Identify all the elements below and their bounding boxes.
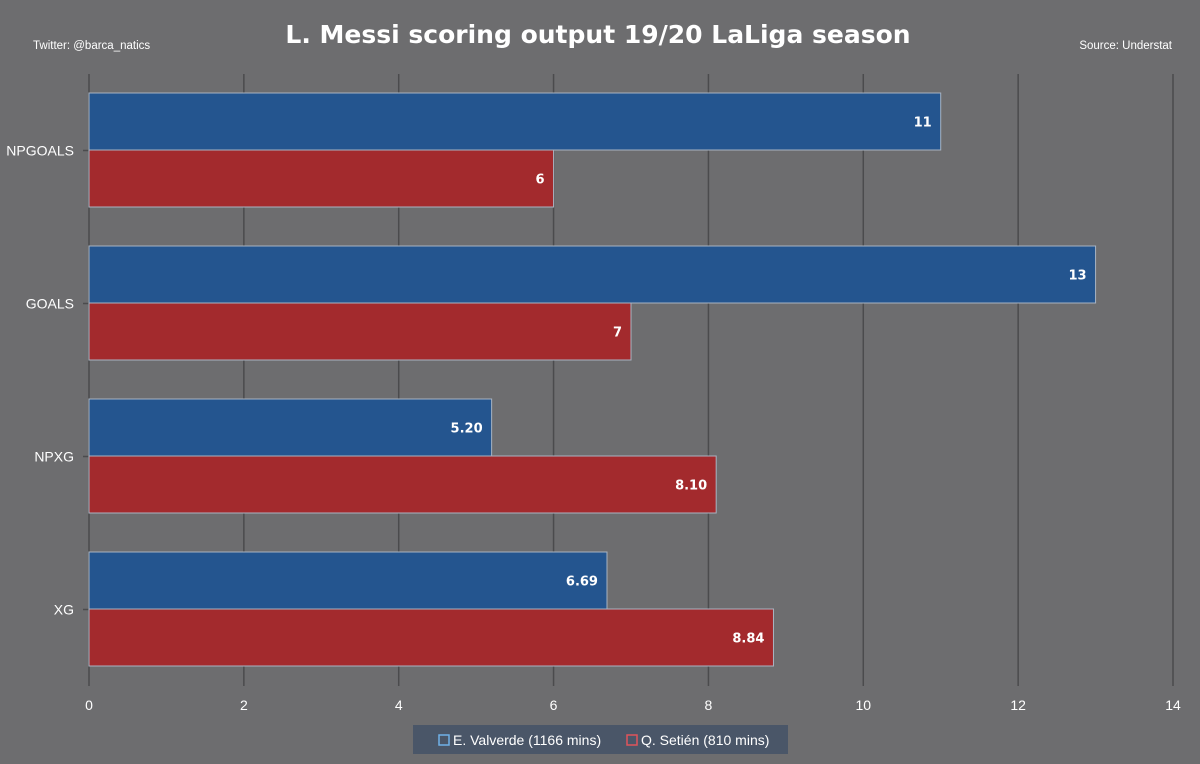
- data-label: 13: [1068, 269, 1086, 284]
- y-category-label: XG: [54, 602, 74, 618]
- bars: [88, 92, 1097, 667]
- data-label: 5.20: [451, 422, 483, 437]
- legend: E. Valverde (1166 mins) Q. Setién (810 m…: [413, 725, 788, 754]
- data-labels: 11 6 13 7 5.20 8.10 6.69 8.84: [451, 116, 1087, 647]
- legend-swatch-setien: [626, 734, 638, 746]
- legend-label-setien: Q. Setién (810 mins): [641, 732, 769, 748]
- data-label: 7: [613, 326, 622, 341]
- y-category-label: NPGOALS: [6, 143, 74, 159]
- data-label: 8.10: [675, 479, 707, 494]
- x-tick-label: 14: [1165, 697, 1181, 713]
- bar: [88, 149, 555, 208]
- source-note: Source: Understat: [1079, 40, 1172, 52]
- bar: [88, 245, 1097, 304]
- data-label: 8.84: [732, 632, 764, 647]
- x-tick-label: 0: [85, 697, 93, 713]
- bar: [88, 608, 774, 667]
- bar: [88, 302, 632, 361]
- legend-label-valverde: E. Valverde (1166 mins): [453, 732, 601, 748]
- bar: [88, 92, 942, 151]
- x-tick-label: 2: [240, 697, 248, 713]
- data-label: 11: [914, 116, 932, 131]
- x-tick-label: 8: [705, 697, 713, 713]
- x-axis-ticks: 0 2 4 6 8 10 12 14: [85, 697, 1181, 713]
- chart-title: L. Messi scoring output 19/20 LaLiga sea…: [285, 20, 910, 49]
- bar: [88, 551, 608, 610]
- legend-swatch-valverde: [438, 734, 450, 746]
- x-tick-label: 6: [550, 697, 558, 713]
- x-tick-label: 12: [1010, 697, 1026, 713]
- y-category-label: NPXG: [34, 449, 74, 465]
- bar: [88, 455, 717, 514]
- bar: [88, 398, 493, 457]
- y-axis-categories: NPGOALS GOALS NPXG XG: [6, 143, 89, 618]
- x-tick-label: 4: [395, 697, 403, 713]
- y-category-label: GOALS: [26, 296, 74, 312]
- data-label: 6: [536, 173, 545, 188]
- legend-box: [413, 725, 788, 754]
- x-tick-label: 10: [855, 697, 871, 713]
- data-label: 6.69: [566, 575, 598, 590]
- twitter-handle: Twitter: @barca_natics: [33, 40, 150, 52]
